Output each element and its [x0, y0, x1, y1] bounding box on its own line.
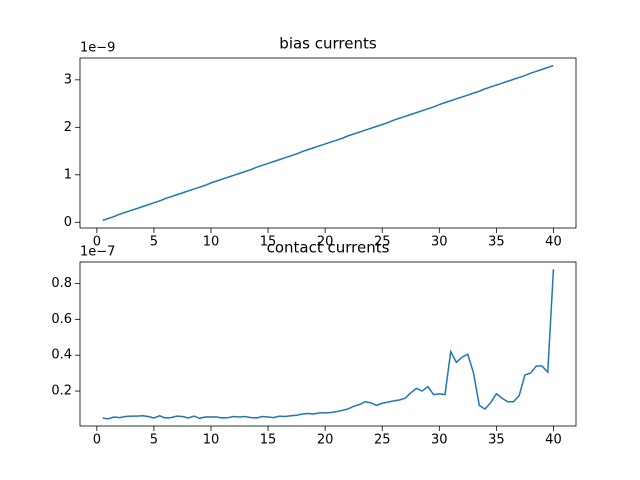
- x-tick-label: 20: [317, 235, 334, 250]
- axes-frame: [79, 57, 577, 229]
- x-tick-label: 20: [317, 433, 334, 448]
- x-tick-label: 0: [93, 433, 101, 448]
- chart-title: contact currents: [267, 239, 390, 257]
- y-tick-label: 0.2: [51, 384, 72, 399]
- chart-title: bias currents: [279, 35, 377, 53]
- offset-label: 1e−7: [80, 245, 115, 260]
- x-tick-label: 25: [374, 235, 391, 250]
- y-tick-label: 0.4: [51, 348, 72, 363]
- x-tick-label: 5: [150, 235, 158, 250]
- x-tick-label: 5: [150, 433, 158, 448]
- data-line: [102, 269, 555, 420]
- x-tick-label: 40: [545, 235, 562, 250]
- y-tick-label: 1: [64, 167, 72, 182]
- x-tick-label: 10: [203, 433, 220, 448]
- x-tick-label: 15: [260, 235, 277, 250]
- offset-label: 1e−9: [80, 41, 115, 56]
- x-tick-label: 35: [488, 235, 505, 250]
- data-line: [102, 64, 554, 222]
- x-tick-label: 25: [374, 433, 391, 448]
- axes-frame: [79, 261, 577, 427]
- x-tick-label: 15: [260, 433, 277, 448]
- x-tick-label: 35: [488, 433, 505, 448]
- y-tick-label: 0.8: [51, 276, 72, 291]
- y-tick-label: 3: [64, 72, 72, 87]
- y-tick-label: 0: [64, 215, 72, 230]
- x-tick-label: 10: [203, 235, 220, 250]
- x-tick-label: 30: [431, 235, 448, 250]
- y-tick-label: 0.6: [51, 312, 72, 327]
- x-tick-label: 40: [545, 433, 562, 448]
- y-tick-label: 2: [64, 120, 72, 135]
- x-tick-label: 0: [93, 235, 101, 250]
- x-tick-label: 30: [431, 433, 448, 448]
